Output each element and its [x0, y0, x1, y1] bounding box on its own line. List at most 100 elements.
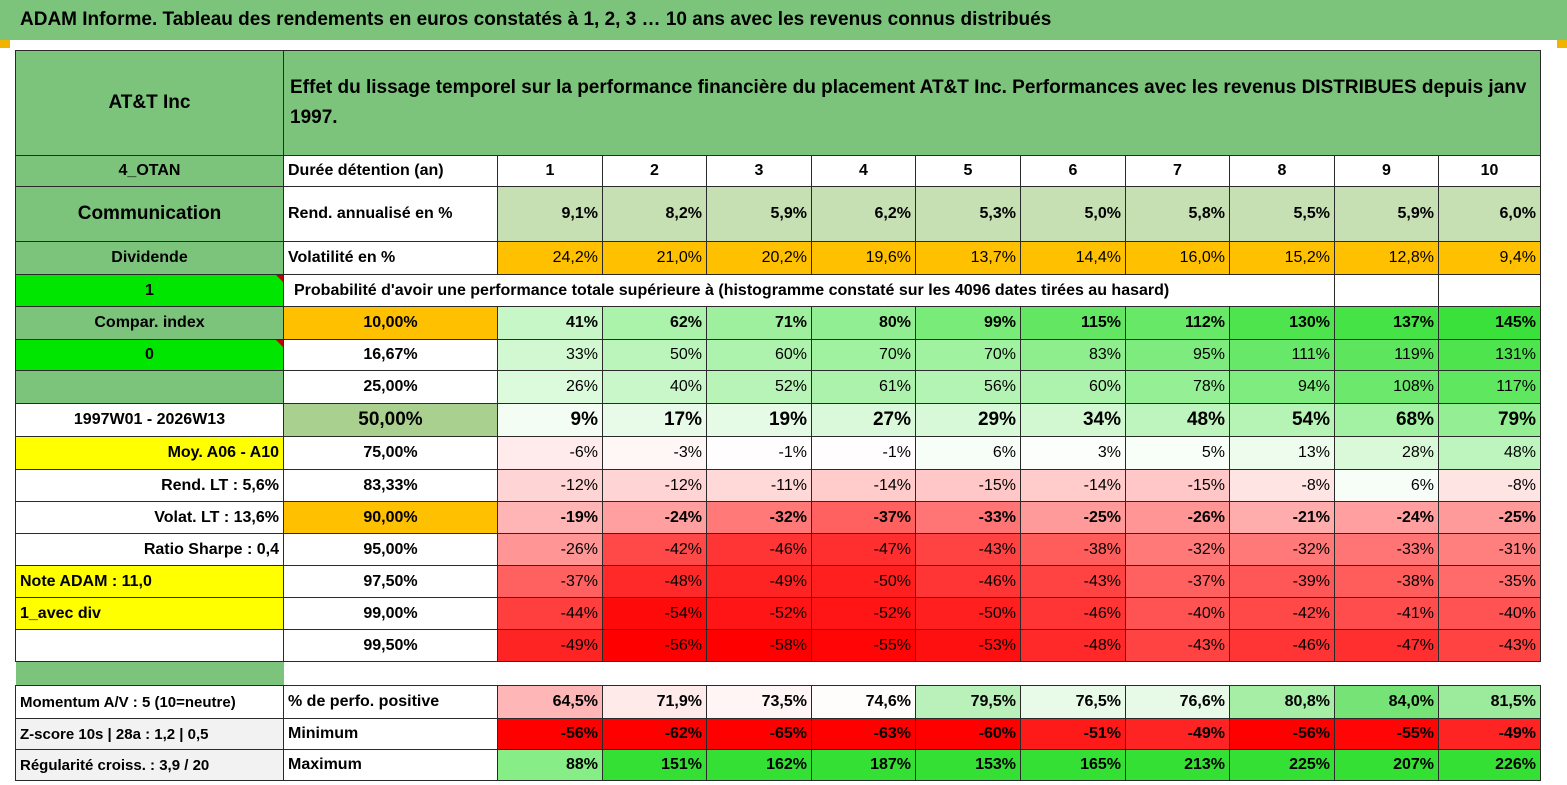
pos-value-7: 76,6%: [1125, 685, 1230, 719]
prob-value-6: -46%: [1020, 597, 1126, 630]
prob-threshold: 16,67%: [283, 339, 498, 371]
rend-value-1: 9,1%: [497, 186, 603, 242]
max-value-3: 162%: [706, 749, 812, 781]
prob-value-1: -6%: [497, 436, 603, 470]
prob-value-1: 41%: [497, 306, 603, 340]
sharpe-ratio: Ratio Sharpe : 0,4: [15, 533, 284, 566]
prob-value-1: 33%: [497, 339, 603, 371]
year-header-3: 3: [706, 155, 812, 187]
rend-value-3: 5,9%: [706, 186, 812, 242]
prob-value-4: -1%: [811, 436, 916, 470]
min-value-8: -56%: [1229, 718, 1335, 750]
compar-index: Compar. index: [15, 306, 284, 340]
table-row: Note ADAM : 11,0 97,50% -37% -48% -49% -50% -4…: [15, 565, 1541, 598]
prob-value-4: 27%: [811, 403, 916, 437]
prob-value-3: -46%: [706, 533, 812, 566]
table-row: Momentum A/V : 5 (10=neutre)% de perfo. …: [15, 685, 1541, 719]
rend-lt: Rend. LT : 5,6%: [15, 469, 284, 502]
prob-value-10: -35%: [1438, 565, 1541, 598]
prob-value-2: -54%: [602, 597, 707, 630]
prob-value-3: -49%: [706, 565, 812, 598]
prob-value-6: 115%: [1020, 306, 1126, 340]
empty-label: [15, 629, 284, 662]
prob-threshold: 25,00%: [283, 370, 498, 404]
asset-name: AT&T Inc: [15, 50, 284, 156]
returns-table: AT&T Inc Effet du lissage temporel sur la…: [15, 50, 1541, 781]
max-value-6: 165%: [1020, 749, 1126, 781]
vol-value-7: 16,0%: [1125, 241, 1230, 275]
prob-value-5: 56%: [915, 370, 1021, 404]
prob-value-9: -47%: [1334, 629, 1439, 662]
prob-value-5: -53%: [915, 629, 1021, 662]
prob-value-3: -58%: [706, 629, 812, 662]
table-row: Volat. LT : 13,6% 90,00% -19% -24% -32% -37% -…: [15, 501, 1541, 534]
prob-value-4: -52%: [811, 597, 916, 630]
max-value-4: 187%: [811, 749, 916, 781]
prob-value-7: -32%: [1125, 533, 1230, 566]
min-value-7: -49%: [1125, 718, 1230, 750]
table-row: Régularité croiss. : 3,9 / 20 Maximum 88% 1…: [15, 749, 1541, 781]
table-caption: Effet du lissage temporel sur la perform…: [283, 50, 1541, 156]
prob-value-10: 131%: [1438, 339, 1541, 371]
prob-threshold: 99,50%: [283, 629, 498, 662]
prob-value-5: -33%: [915, 501, 1021, 534]
year-header-6: 6: [1020, 155, 1126, 187]
prob-value-5: 29%: [915, 403, 1021, 437]
prob-value-2: -3%: [602, 436, 707, 470]
prob-value-8: -42%: [1229, 597, 1335, 630]
prob-value-3: 60%: [706, 339, 812, 371]
rend-value-7: 5,8%: [1125, 186, 1230, 242]
prob-value-1: -49%: [497, 629, 603, 662]
asset-type: Dividende: [15, 241, 284, 275]
prob-value-5: -15%: [915, 469, 1021, 502]
prob-threshold: 97,50%: [283, 565, 498, 598]
prob-value-7: 78%: [1125, 370, 1230, 404]
min-value-10: -49%: [1438, 718, 1541, 750]
min-value-1: -56%: [497, 718, 603, 750]
prob-value-7: -37%: [1125, 565, 1230, 598]
prob-value-6: -25%: [1020, 501, 1126, 534]
pos-value-5: 79,5%: [915, 685, 1021, 719]
prob-value-10: 117%: [1438, 370, 1541, 404]
prob-value-7: -26%: [1125, 501, 1230, 534]
prob-value-1: -26%: [497, 533, 603, 566]
flag-1: 1: [15, 274, 284, 307]
prob-value-4: -37%: [811, 501, 916, 534]
prob-value-2: -24%: [602, 501, 707, 534]
max-value-5: 153%: [915, 749, 1021, 781]
prob-threshold: 83,33%: [283, 469, 498, 502]
prob-value-8: -8%: [1229, 469, 1335, 502]
rend-label: Rend. annualisé en %: [283, 186, 498, 242]
rend-value-9: 5,9%: [1334, 186, 1439, 242]
year-header-9: 9: [1334, 155, 1439, 187]
table-row: Rend. LT : 5,6% 83,33% -12% -12% -11% -14% -15…: [15, 469, 1541, 502]
prob-value-8: -21%: [1229, 501, 1335, 534]
empty-cell: [1438, 274, 1541, 307]
corner-marker: [0, 40, 10, 48]
rend-value-6: 5,0%: [1020, 186, 1126, 242]
rend-value-10: 6,0%: [1438, 186, 1541, 242]
prob-value-5: 6%: [915, 436, 1021, 470]
year-header-7: 7: [1125, 155, 1230, 187]
table-row: 1997W01 - 2026W13 50,00% 9% 17% 19% 27% 29% 34%…: [15, 403, 1541, 437]
prob-value-10: -8%: [1438, 469, 1541, 502]
prob-value-3: 71%: [706, 306, 812, 340]
moy-label: Moy. A06 - A10: [15, 436, 284, 470]
report-title: ADAM Informe. Tableau des rendements en …: [0, 0, 1567, 40]
prob-value-6: -14%: [1020, 469, 1126, 502]
min-value-5: -60%: [915, 718, 1021, 750]
prob-value-9: 68%: [1334, 403, 1439, 437]
prob-value-9: 137%: [1334, 306, 1439, 340]
prob-value-10: 145%: [1438, 306, 1541, 340]
prob-value-7: -43%: [1125, 629, 1230, 662]
prob-value-9: -38%: [1334, 565, 1439, 598]
prob-value-3: 52%: [706, 370, 812, 404]
prob-value-1: -19%: [497, 501, 603, 534]
prob-value-8: -39%: [1229, 565, 1335, 598]
min-value-6: -51%: [1020, 718, 1126, 750]
year-header-8: 8: [1229, 155, 1335, 187]
table-row: Z-score 10s | 28a : 1,2 | 0,5 Minimum -56%…: [15, 718, 1541, 750]
zscore: Z-score 10s | 28a : 1,2 | 0,5: [15, 718, 284, 750]
min-value-4: -63%: [811, 718, 916, 750]
table-row: Communication Rend. annualisé en % 9,1% 8,2…: [15, 186, 1541, 242]
